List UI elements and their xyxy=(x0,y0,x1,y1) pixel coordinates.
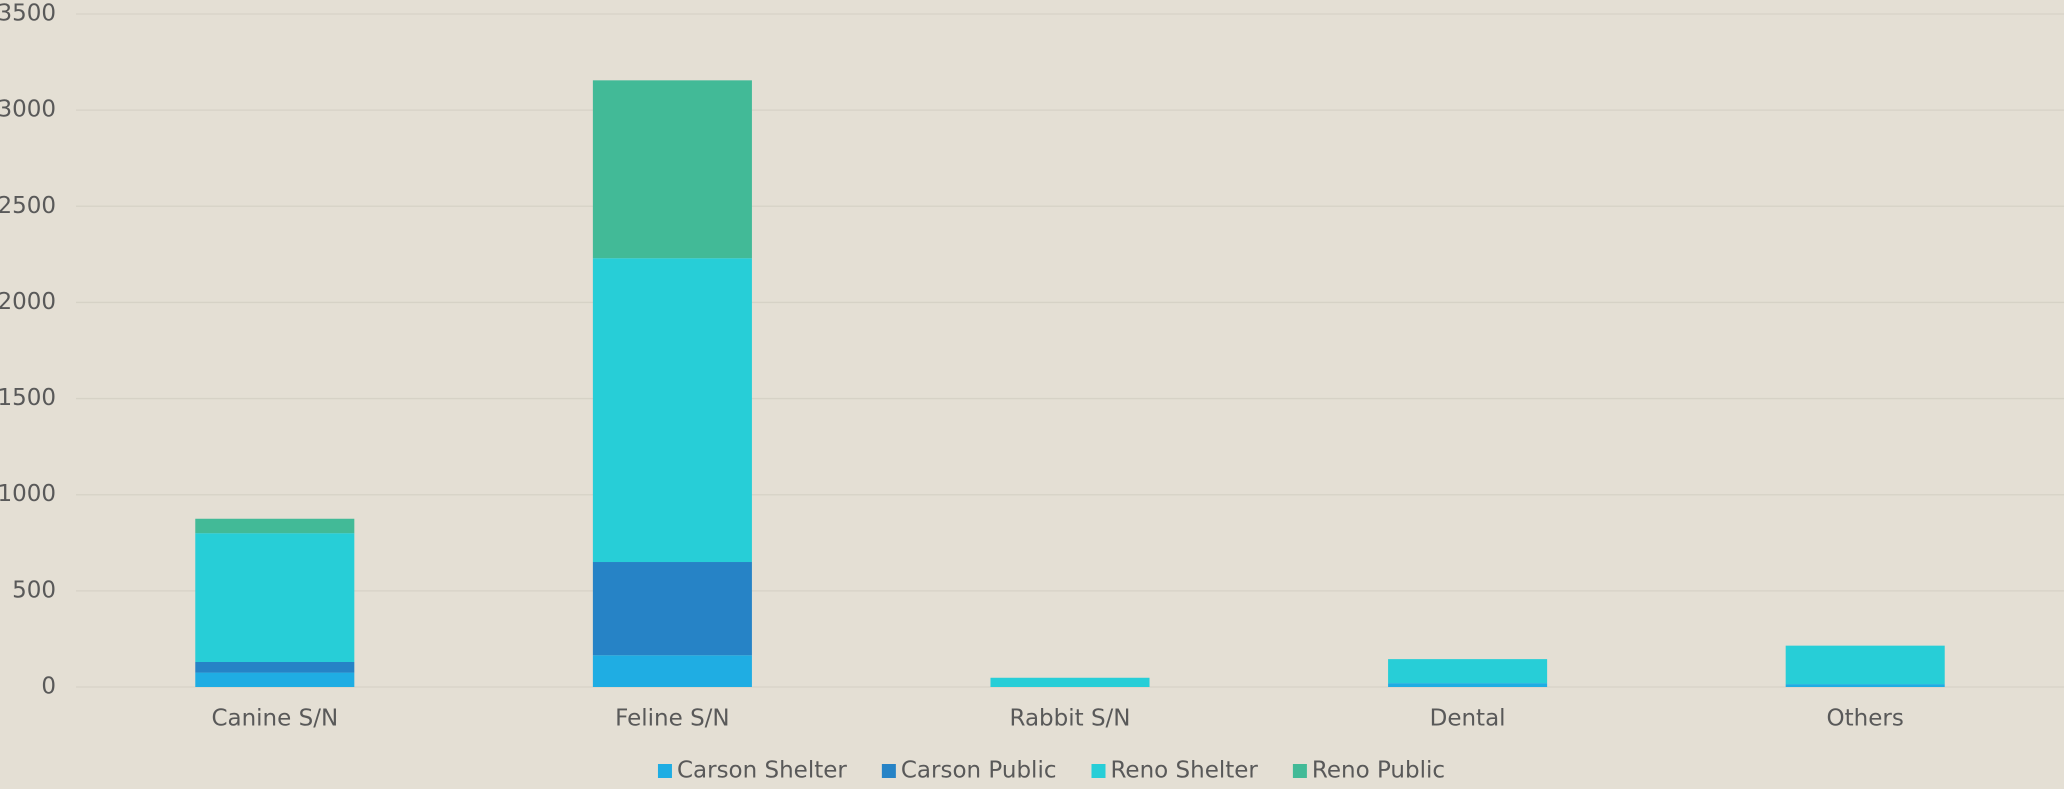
legend-label: Reno Public xyxy=(1312,758,1445,784)
y-tick-label: 3500 xyxy=(0,1,56,27)
bar-segment xyxy=(592,258,752,563)
bar-segment xyxy=(195,672,355,687)
y-tick-label: 3000 xyxy=(0,97,56,123)
legend-swatch xyxy=(1091,764,1106,778)
x-tick-label: Others xyxy=(1827,706,1904,732)
bar-segment xyxy=(195,518,355,534)
bar-segment xyxy=(592,80,752,259)
bar-segment xyxy=(592,562,752,656)
y-tick-label: 2000 xyxy=(0,289,56,315)
legend-swatch xyxy=(1292,764,1307,778)
x-tick-label: Canine S/N xyxy=(211,706,338,732)
bar-segment xyxy=(1388,683,1548,687)
bar-segment xyxy=(990,677,1150,687)
legend-swatch xyxy=(657,764,672,778)
x-tick-label: Rabbit S/N xyxy=(1009,706,1130,732)
bar-segment xyxy=(592,655,752,687)
y-tick-label: 1000 xyxy=(0,481,56,507)
x-tick-label: Feline S/N xyxy=(615,706,730,732)
legend-label: Carson Shelter xyxy=(677,758,847,784)
y-tick-label: 500 xyxy=(12,577,56,603)
bar-segment xyxy=(1388,659,1548,684)
x-tick-label: Dental xyxy=(1430,706,1506,732)
bar-segment xyxy=(1785,645,1945,685)
bar-segment xyxy=(195,533,355,663)
legend-label: Reno Shelter xyxy=(1110,758,1258,784)
legend-swatch xyxy=(881,764,896,778)
y-tick-label: 2500 xyxy=(0,193,56,219)
legend-label: Carson Public xyxy=(901,758,1057,784)
y-tick-label: 0 xyxy=(41,674,56,700)
bar-segment xyxy=(195,662,355,673)
bar-segment xyxy=(1785,684,1945,687)
y-tick-label: 1500 xyxy=(0,385,56,411)
